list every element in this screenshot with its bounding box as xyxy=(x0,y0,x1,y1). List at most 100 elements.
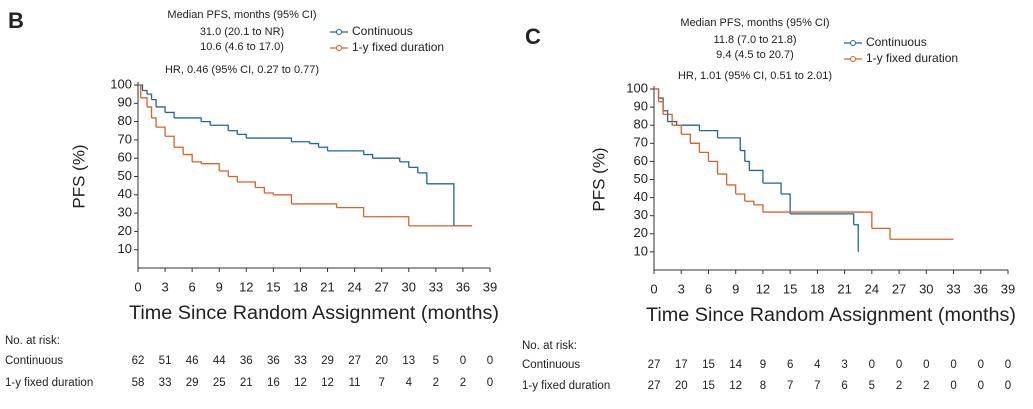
x-tick-label: 33 xyxy=(946,281,960,296)
x-tick-label: 36 xyxy=(456,279,470,294)
km-step xyxy=(726,184,737,194)
risk-count: 0 xyxy=(487,377,493,389)
risk-count: 8 xyxy=(760,380,766,392)
risk-count: 4 xyxy=(814,359,821,371)
risk-count: 20 xyxy=(375,355,388,367)
risk-count: 9 xyxy=(760,359,766,371)
km-step xyxy=(183,153,193,162)
y-tick-label: 30 xyxy=(634,207,648,222)
y-tick-label: 80 xyxy=(634,117,648,132)
risk-count: 2 xyxy=(923,380,929,392)
y-axis-label: PFS (%) xyxy=(69,144,88,208)
risk-count: 33 xyxy=(159,377,172,389)
km-step xyxy=(717,173,728,185)
risk-row-label: 1-y fixed duration xyxy=(522,380,610,392)
x-axis-label: Time Since Random Assignment (months) xyxy=(129,303,499,324)
legend-label: Continuous xyxy=(866,35,927,49)
km-step xyxy=(658,101,664,115)
annotation: 10.6 (4.6 to 17.0) xyxy=(200,41,284,53)
km-step xyxy=(156,126,166,137)
km-step xyxy=(192,161,202,164)
x-tick-label: 0 xyxy=(650,281,657,296)
km-step xyxy=(151,117,157,128)
km-step xyxy=(156,106,166,113)
legend-marker xyxy=(336,29,342,35)
km-step xyxy=(654,88,660,102)
x-tick-label: 15 xyxy=(266,279,280,294)
risk-count: 21 xyxy=(240,377,253,389)
y-tick-label: 40 xyxy=(118,186,132,201)
y-tick-label: 60 xyxy=(634,153,648,168)
km-step xyxy=(417,172,428,184)
risk-count: 0 xyxy=(923,359,929,371)
km-step xyxy=(228,175,238,182)
risk-count: 27 xyxy=(648,359,661,371)
x-tick-label: 24 xyxy=(347,279,361,294)
annotation: 9.4 (4.5 to 20.7) xyxy=(716,49,794,61)
risk-count: 0 xyxy=(869,359,875,371)
km-step xyxy=(667,120,678,126)
km-step xyxy=(327,150,365,155)
risk-count: 27 xyxy=(648,380,661,392)
y-tick-label: 70 xyxy=(118,131,132,146)
annotation: 11.8 (7.0 to 21.8) xyxy=(714,34,797,46)
x-tick-label: 39 xyxy=(483,279,497,294)
x-tick-label: 6 xyxy=(189,279,196,294)
km-step xyxy=(681,133,691,144)
risk-count: 6 xyxy=(841,380,847,392)
km-step xyxy=(663,110,669,122)
x-tick-label: 30 xyxy=(919,281,933,296)
km-step xyxy=(853,224,859,252)
km-step xyxy=(740,149,746,162)
km-step xyxy=(291,141,311,144)
y-tick-label: 90 xyxy=(634,99,648,114)
legend-marker xyxy=(850,40,856,46)
x-tick-label: 0 xyxy=(134,279,141,294)
x-tick-label: 24 xyxy=(865,281,879,296)
risk-count: 5 xyxy=(433,355,439,367)
km-step xyxy=(237,133,247,139)
annotation: HR, 0.46 (95% CI, 0.27 to 0.77) xyxy=(165,64,319,76)
km-step xyxy=(744,200,755,205)
km-step xyxy=(151,98,157,107)
y-tick-label: 10 xyxy=(634,243,648,258)
km-step xyxy=(699,129,719,138)
km-step xyxy=(372,157,401,162)
annotation: Median PFS, months (95% CI) xyxy=(680,17,829,29)
risk-count: 16 xyxy=(267,377,280,389)
legend-label: 1-y fixed duration xyxy=(866,51,958,65)
km-step xyxy=(210,124,229,131)
annotation: HR, 1.01 (95% CI, 0.51 to 2.01) xyxy=(678,70,832,82)
risk-count: 0 xyxy=(1005,380,1011,392)
km-step xyxy=(174,117,202,122)
risk-count: 29 xyxy=(186,377,199,389)
km-step xyxy=(147,106,153,118)
x-tick-label: 21 xyxy=(320,279,334,294)
x-tick-label: 3 xyxy=(678,281,685,296)
legend-marker xyxy=(336,45,342,51)
risk-row-label: 1-y fixed duration xyxy=(5,377,93,389)
risk-count: 17 xyxy=(675,359,688,371)
risk-count: 2 xyxy=(460,377,466,389)
risk-count: 15 xyxy=(702,380,715,392)
risk-count: 0 xyxy=(487,355,493,367)
km-step xyxy=(708,160,719,175)
km-step xyxy=(735,193,746,202)
x-tick-label: 6 xyxy=(705,281,712,296)
km-step xyxy=(871,227,891,240)
x-tick-label: 12 xyxy=(239,279,253,294)
y-tick-label: 20 xyxy=(118,223,132,238)
x-tick-label: 12 xyxy=(756,281,770,296)
km-step xyxy=(142,89,148,95)
y-tick-label: 50 xyxy=(634,171,648,186)
risk-count: 7 xyxy=(378,377,384,389)
risk-count: 12 xyxy=(729,380,742,392)
risk-title: No. at risk: xyxy=(5,335,60,347)
km-step xyxy=(676,124,701,131)
x-tick-label: 3 xyxy=(161,279,168,294)
km-step xyxy=(658,97,664,111)
risk-count: 36 xyxy=(240,355,253,367)
x-tick-label: 9 xyxy=(216,279,223,294)
risk-count: 11 xyxy=(349,377,361,389)
